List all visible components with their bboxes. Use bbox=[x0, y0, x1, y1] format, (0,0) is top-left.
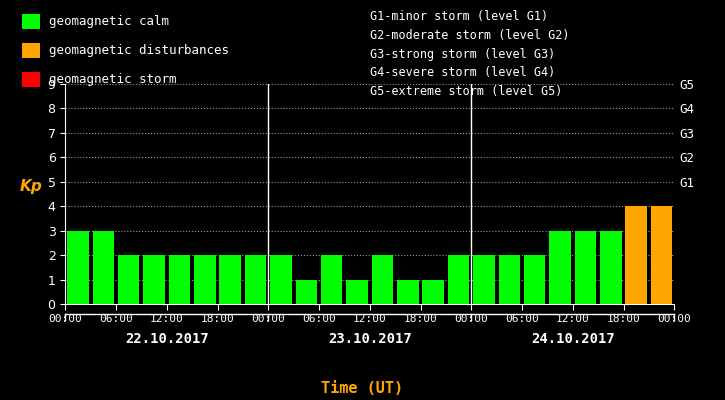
Bar bbox=[499, 255, 520, 304]
Text: G1-minor storm (level G1): G1-minor storm (level G1) bbox=[370, 10, 548, 23]
Text: 22.10.2017: 22.10.2017 bbox=[125, 332, 209, 346]
Bar bbox=[473, 255, 494, 304]
Text: 24.10.2017: 24.10.2017 bbox=[531, 332, 615, 346]
Text: G2-moderate storm (level G2): G2-moderate storm (level G2) bbox=[370, 29, 569, 42]
Bar bbox=[524, 255, 545, 304]
Bar bbox=[118, 255, 139, 304]
Bar bbox=[296, 280, 317, 304]
Bar bbox=[67, 231, 88, 304]
Bar bbox=[220, 255, 241, 304]
Bar bbox=[169, 255, 190, 304]
Bar bbox=[626, 206, 647, 304]
Bar bbox=[321, 255, 342, 304]
Bar bbox=[372, 255, 393, 304]
Bar bbox=[600, 231, 621, 304]
Text: geomagnetic calm: geomagnetic calm bbox=[49, 15, 169, 28]
Bar bbox=[245, 255, 266, 304]
Y-axis label: Kp: Kp bbox=[20, 179, 42, 194]
Text: 23.10.2017: 23.10.2017 bbox=[328, 332, 412, 346]
Text: geomagnetic disturbances: geomagnetic disturbances bbox=[49, 44, 228, 57]
Bar bbox=[347, 280, 368, 304]
Text: G3-strong storm (level G3): G3-strong storm (level G3) bbox=[370, 48, 555, 61]
Bar bbox=[270, 255, 291, 304]
Bar bbox=[93, 231, 114, 304]
Bar bbox=[550, 231, 571, 304]
Text: G5-extreme storm (level G5): G5-extreme storm (level G5) bbox=[370, 85, 562, 98]
Bar bbox=[651, 206, 672, 304]
Text: geomagnetic storm: geomagnetic storm bbox=[49, 73, 176, 86]
Text: G4-severe storm (level G4): G4-severe storm (level G4) bbox=[370, 66, 555, 80]
Bar bbox=[423, 280, 444, 304]
Bar bbox=[575, 231, 596, 304]
Bar bbox=[397, 280, 418, 304]
Bar bbox=[448, 255, 469, 304]
Text: Time (UT): Time (UT) bbox=[321, 381, 404, 396]
Bar bbox=[144, 255, 165, 304]
Bar bbox=[194, 255, 215, 304]
